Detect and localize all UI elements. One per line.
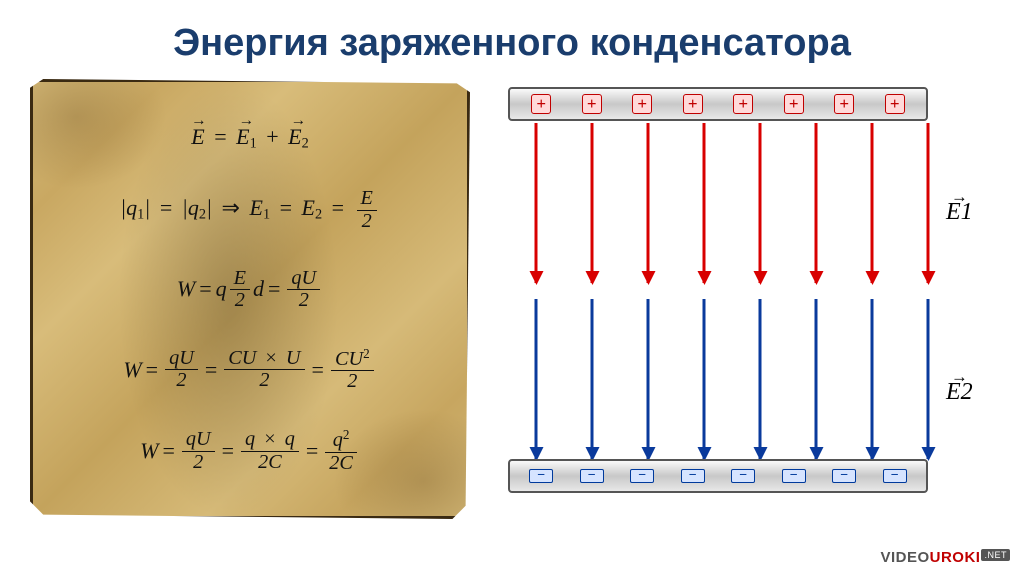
arrow-E2-icon <box>871 299 874 459</box>
charge-minus-icon: − <box>681 469 705 483</box>
field-arrow-column <box>808 123 824 459</box>
charge-plus-icon: + <box>632 94 652 114</box>
charge-minus-icon: − <box>529 469 553 483</box>
equation-3: W = q E2 d = qU2 <box>177 268 323 311</box>
arrow-E1-icon <box>647 123 650 283</box>
field-arrow-column <box>864 123 880 459</box>
field-arrow-column <box>528 123 544 459</box>
charge-minus-icon: − <box>883 469 907 483</box>
plate-bottom-negative: −−−−−−−− <box>508 459 928 493</box>
charge-minus-icon: − <box>630 469 654 483</box>
charge-minus-icon: − <box>832 469 856 483</box>
vec-E1: E1 <box>236 124 257 153</box>
arrow-E1-icon <box>871 123 874 283</box>
charge-minus-icon: − <box>782 469 806 483</box>
charge-plus-icon: + <box>885 94 905 114</box>
equation-4: W = qU2 = CU × U2 = CU22 <box>123 347 376 393</box>
op-plus: + <box>266 124 278 149</box>
field-arrow-column <box>584 123 600 459</box>
equations-parchment: E = E1 + E2 |q1| = |q2| ⇒ E1 = E2 = E2 W… <box>30 79 470 519</box>
label-E2: E2 <box>946 379 973 406</box>
vec-E2: E2 <box>288 124 309 153</box>
field-arrow-column <box>752 123 768 459</box>
charge-plus-icon: + <box>582 94 602 114</box>
charge-plus-icon: + <box>733 94 753 114</box>
arrow-E1-icon <box>535 123 538 283</box>
capacitor-diagram: + + + + + + + + − − − − − − − − E1 E2 <box>490 79 990 519</box>
slide-title: Энергия заряженного конденсатора <box>0 0 1024 79</box>
charge-plus-icon: + <box>834 94 854 114</box>
charge-plus-icon: + <box>784 94 804 114</box>
charge-minus-icon: − <box>731 469 755 483</box>
arrow-E1-icon <box>927 123 930 283</box>
arrow-E1-icon <box>759 123 762 283</box>
field-arrow-column <box>640 123 656 459</box>
charge-plus-icon: + <box>531 94 551 114</box>
plate-top-positive: + + + + + + + + <box>508 87 928 121</box>
arrow-E2-icon <box>535 299 538 459</box>
charge-plus-icon: + <box>683 94 703 114</box>
field-arrow-column <box>920 123 936 459</box>
arrow-E2-icon <box>703 299 706 459</box>
arrow-E1-icon <box>815 123 818 283</box>
watermark: VIDEOUROKI.NET <box>880 549 1010 566</box>
arrow-E1-icon <box>591 123 594 283</box>
equation-5: W = qU2 = q × q2C = q22C <box>140 428 360 474</box>
equation-1: E = E1 + E2 <box>191 124 309 153</box>
arrow-E2-icon <box>815 299 818 459</box>
equation-2: |q1| = |q2| ⇒ E1 = E2 = E2 <box>120 188 380 231</box>
label-E1: E1 <box>946 199 973 226</box>
vec-E: E <box>191 124 204 150</box>
arrow-E1-icon <box>703 123 706 283</box>
field-arrow-column <box>696 123 712 459</box>
arrow-E2-icon <box>647 299 650 459</box>
arrow-E2-icon <box>759 299 762 459</box>
frac-E2: E2 <box>357 188 377 231</box>
arrow-E2-icon <box>591 299 594 459</box>
op-eq: = <box>214 124 226 149</box>
charge-minus-icon: − <box>580 469 604 483</box>
arrow-E2-icon <box>927 299 930 459</box>
content-row: E = E1 + E2 |q1| = |q2| ⇒ E1 = E2 = E2 W… <box>0 79 1024 519</box>
